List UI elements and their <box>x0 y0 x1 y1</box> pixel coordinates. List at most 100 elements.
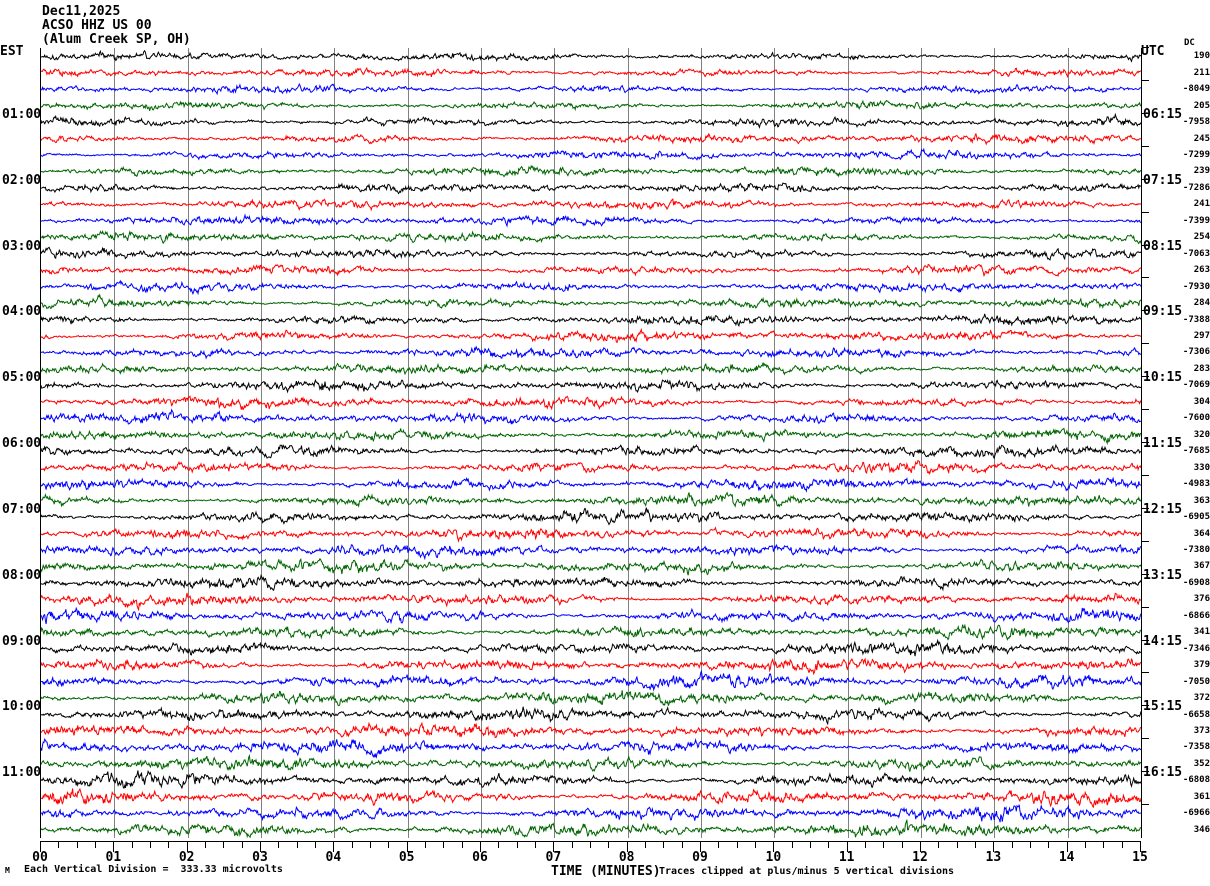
seismic-trace <box>41 263 1141 278</box>
left-timezone-label: EST <box>0 44 24 59</box>
header-station-name: (Alum Creek SP, OH) <box>42 32 191 47</box>
x-axis-tick-label: 06 <box>472 850 488 865</box>
dc-value: -7069 <box>1182 380 1210 391</box>
right-axis-tick <box>1142 771 1149 773</box>
seismic-trace <box>41 638 1141 657</box>
x-axis-tick-label: 14 <box>1058 850 1075 865</box>
dc-value: 283 <box>1193 363 1210 374</box>
seismic-trace <box>41 229 1141 245</box>
dc-value: 364 <box>1193 528 1210 539</box>
seismic-trace <box>41 623 1141 641</box>
dc-value: 297 <box>1193 331 1210 342</box>
seismic-trace <box>41 82 1141 96</box>
footer-mark-glyph: M <box>5 866 10 875</box>
seismic-trace <box>41 690 1141 707</box>
right-time-label: 07:15 <box>1143 172 1183 188</box>
seismic-trace <box>41 669 1141 692</box>
vertical-gridlines <box>114 48 1069 838</box>
dc-value: 284 <box>1193 298 1210 309</box>
dc-value: 373 <box>1193 726 1210 737</box>
right-axis-tick <box>1142 507 1149 509</box>
dc-value: 330 <box>1193 462 1210 473</box>
dc-value: 211 <box>1193 67 1210 78</box>
left-time-label: 07:00 <box>2 501 42 517</box>
seismic-trace <box>41 606 1141 625</box>
right-time-label: 06:15 <box>1143 106 1183 122</box>
dc-value: 263 <box>1193 265 1210 276</box>
right-time-label: 09:15 <box>1143 304 1183 320</box>
seismic-trace <box>41 395 1141 411</box>
right-axis-tick <box>1142 47 1149 48</box>
x-axis-tick-label: 07 <box>545 850 562 865</box>
left-time-label: 02:00 <box>2 172 42 188</box>
dc-value: 372 <box>1193 693 1210 704</box>
dc-value: 254 <box>1193 232 1210 243</box>
dc-value: 376 <box>1193 594 1210 605</box>
right-time-label: 14:15 <box>1143 633 1183 649</box>
seismic-trace <box>41 112 1141 129</box>
left-time-label: 03:00 <box>2 238 42 254</box>
x-axis-tick-label: 13 <box>985 850 1002 865</box>
right-time-label: 12:15 <box>1143 501 1183 517</box>
seismic-trace <box>41 164 1141 178</box>
left-time-label: 01:00 <box>2 106 42 122</box>
seismic-trace <box>41 147 1141 161</box>
right-axis-tick <box>1142 442 1149 443</box>
dc-value: -6866 <box>1182 610 1210 621</box>
left-time-label: 04:00 <box>2 304 42 320</box>
x-axis-ticks <box>40 838 1141 852</box>
seismic-trace <box>41 573 1141 592</box>
seismic-trace <box>41 592 1141 612</box>
seismic-trace <box>41 753 1141 772</box>
seismic-trace <box>41 427 1141 446</box>
seismic-trace <box>41 558 1141 576</box>
footer-time-axis-title: TIME (MINUTES) <box>551 864 661 879</box>
dc-value: -8049 <box>1182 84 1210 95</box>
dc-value: -7306 <box>1182 347 1210 358</box>
footer-clip-note: Traces clipped at plus/minus 5 vertical … <box>659 866 955 877</box>
right-axis-tick <box>1142 672 1149 674</box>
dc-value: -6966 <box>1182 808 1210 819</box>
header-channel: ACSO HHZ US 00 <box>42 18 152 33</box>
trace-group <box>41 49 1141 838</box>
seismic-trace <box>41 526 1141 543</box>
right-axis-tick <box>1142 244 1149 246</box>
dc-value: 363 <box>1193 495 1210 506</box>
right-axis-tick <box>1142 705 1149 707</box>
dc-value: 367 <box>1193 561 1210 572</box>
x-axis-tick-label: 04 <box>325 850 342 865</box>
right-axis-tick <box>1142 738 1149 740</box>
right-time-label: 11:15 <box>1143 436 1183 451</box>
right-axis-tick <box>1142 277 1149 279</box>
dc-value: 361 <box>1193 791 1210 802</box>
dc-value: 239 <box>1193 166 1210 177</box>
dc-value: -6658 <box>1182 709 1210 720</box>
dc-value: 245 <box>1193 133 1210 144</box>
seismic-trace <box>41 769 1141 790</box>
x-axis-tick-label: 02 <box>178 850 195 865</box>
right-time-label: 15:15 <box>1143 699 1183 715</box>
seismic-trace <box>41 246 1141 261</box>
dc-value: -7600 <box>1182 413 1210 424</box>
dc-value: -6808 <box>1182 775 1210 786</box>
dc-value: 379 <box>1193 660 1210 671</box>
seismic-trace <box>41 706 1141 726</box>
right-axis-tick <box>1142 112 1149 114</box>
right-axis-tick <box>1142 145 1149 147</box>
x-axis-tick-label: 08 <box>618 850 635 865</box>
dc-value: -6905 <box>1182 512 1210 523</box>
seismic-trace <box>41 476 1141 493</box>
seismic-trace <box>41 507 1141 526</box>
dc-value: 241 <box>1193 199 1210 210</box>
dc-value: 205 <box>1193 100 1210 111</box>
seismic-trace <box>41 408 1141 425</box>
seismic-trace <box>41 543 1141 561</box>
dc-value: 190 <box>1193 51 1210 62</box>
right-axis-tick <box>1142 178 1149 180</box>
seismic-trace <box>41 279 1141 296</box>
right-axis-tick <box>1142 211 1149 213</box>
left-time-label: 10:00 <box>2 699 42 715</box>
seismic-trace <box>41 213 1141 228</box>
seismic-trace <box>41 49 1141 63</box>
dc-value: -7050 <box>1182 676 1210 687</box>
